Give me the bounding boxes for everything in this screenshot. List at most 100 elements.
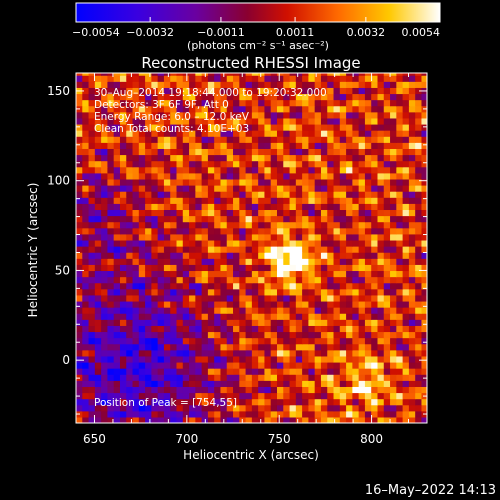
heatmap-cell <box>289 105 297 113</box>
heatmap-cell <box>270 313 278 320</box>
heatmap-cell <box>327 136 335 143</box>
heatmap-cell <box>233 258 240 265</box>
heatmap-cell <box>283 136 291 143</box>
heatmap-cell <box>107 215 115 223</box>
heatmap-cell <box>320 93 328 101</box>
heatmap-cell <box>408 331 416 339</box>
heatmap-cell <box>126 93 134 101</box>
heatmap-cell <box>76 99 83 107</box>
heatmap-cell <box>390 185 397 192</box>
heatmap-cell <box>251 185 259 192</box>
heatmap-cell <box>358 270 366 278</box>
heatmap-cell <box>339 172 347 180</box>
heatmap-cell <box>82 185 90 192</box>
heatmap-cell <box>176 160 184 168</box>
heatmap-cell <box>157 166 165 174</box>
heatmap-cell <box>214 252 222 259</box>
heatmap-cell <box>364 215 372 223</box>
heatmap-cell <box>101 203 108 211</box>
heatmap-cell <box>113 93 121 101</box>
heatmap-cell <box>113 246 121 253</box>
heatmap-cell <box>151 343 159 351</box>
heatmap-cell <box>76 148 83 156</box>
heatmap-cell <box>302 343 309 351</box>
heatmap-cell <box>339 130 347 137</box>
heatmap-cell <box>346 81 353 88</box>
heatmap-cell <box>195 380 203 387</box>
heatmap-cell <box>145 99 152 107</box>
heatmap-cell <box>226 166 234 174</box>
heatmap-cell <box>415 166 423 174</box>
heatmap-cell <box>82 288 90 296</box>
heatmap-cell <box>258 233 266 241</box>
heatmap-cell <box>94 258 102 265</box>
heatmap-cell <box>371 392 379 400</box>
heatmap-cell <box>320 343 328 351</box>
heatmap-cell <box>339 81 347 88</box>
heatmap-cell <box>145 300 152 308</box>
heatmap-cell <box>415 87 423 95</box>
heatmap-cell <box>264 239 272 247</box>
heatmap-cell <box>383 172 391 180</box>
heatmap-cell <box>383 221 391 229</box>
heatmap-cell <box>220 117 228 125</box>
heatmap-cell <box>233 93 240 101</box>
heatmap-cell <box>126 392 134 400</box>
heatmap-cell <box>220 319 228 326</box>
heatmap-cell <box>358 258 366 265</box>
heatmap-cell <box>170 160 178 168</box>
heatmap-cell <box>163 73 171 76</box>
heatmap-cell <box>352 307 360 314</box>
heatmap-cell <box>239 160 247 168</box>
heatmap-cell <box>415 93 423 101</box>
heatmap-cell <box>239 331 247 339</box>
heatmap-cell <box>107 374 115 381</box>
heatmap-cell <box>145 105 152 113</box>
heatmap-cell <box>138 374 146 381</box>
heatmap-cell <box>82 105 90 113</box>
heatmap-cell <box>201 349 209 357</box>
heatmap-cell <box>408 355 416 363</box>
heatmap-cell <box>214 209 222 217</box>
heatmap-cell <box>264 270 272 278</box>
heatmap-cell <box>88 233 96 241</box>
heatmap-cell <box>421 282 427 290</box>
heatmap-cell <box>170 307 178 314</box>
heatmap-cell <box>333 239 341 247</box>
heatmap-cell <box>138 386 146 394</box>
heatmap-cell <box>101 368 108 375</box>
heatmap-cell <box>195 166 203 174</box>
heatmap-cell <box>226 130 234 137</box>
heatmap-cell <box>170 221 178 229</box>
heatmap-cell <box>157 386 165 394</box>
heatmap-cell <box>94 374 102 381</box>
heatmap-cell <box>314 209 322 217</box>
heatmap-cell <box>258 166 266 174</box>
heatmap-cell <box>201 166 209 174</box>
heatmap-cell <box>145 87 152 95</box>
heatmap-cell <box>101 239 108 247</box>
heatmap-cell <box>308 209 316 217</box>
heatmap-cell <box>145 233 152 241</box>
heatmap-cell <box>176 380 184 387</box>
heatmap-cell <box>82 75 90 82</box>
heatmap-cell <box>201 307 209 314</box>
heatmap-cell <box>151 386 159 394</box>
heatmap-cell <box>276 215 284 223</box>
heatmap-cell <box>214 392 222 400</box>
heatmap-cell <box>239 355 247 363</box>
heatmap-cell <box>88 178 96 186</box>
heatmap-cell <box>421 185 427 192</box>
heatmap-cell <box>113 294 121 302</box>
heatmap-cell <box>283 99 291 107</box>
heatmap-cell <box>258 75 266 82</box>
heatmap-cell <box>195 276 203 284</box>
heatmap-cell <box>320 160 328 168</box>
heatmap-cell <box>308 386 316 394</box>
heatmap-cell <box>132 185 140 192</box>
heatmap-cell <box>170 93 178 101</box>
heatmap-cell <box>88 410 96 418</box>
heatmap-cell <box>138 392 146 400</box>
heatmap-cell <box>220 252 228 259</box>
heatmap-cell <box>170 258 178 265</box>
